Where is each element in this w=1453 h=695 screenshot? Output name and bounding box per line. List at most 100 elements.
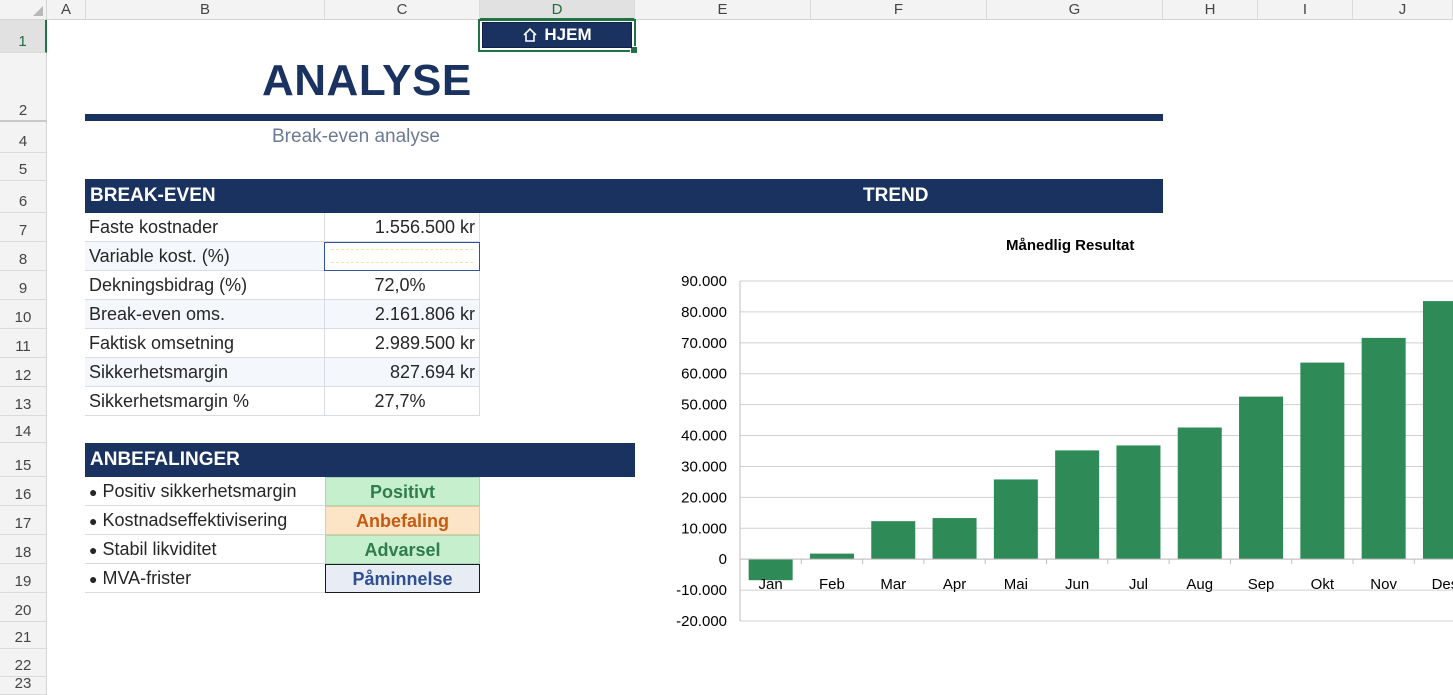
cell-divider [324, 213, 325, 242]
column-header-h[interactable]: H [1163, 0, 1258, 20]
y-tick-label: 90.000 [681, 273, 727, 290]
y-tick-label: 0 [719, 551, 727, 568]
column-header-i[interactable]: I [1258, 0, 1353, 20]
break-even-value: 827.694 kr [389, 362, 475, 382]
x-tick-label: Jun [1065, 576, 1089, 593]
bar-nov [1361, 337, 1406, 560]
page-subtitle: Break-even analyse [272, 126, 440, 147]
break-even-value: 1.556.500 kr [374, 217, 475, 237]
cell-divider [324, 300, 325, 329]
column-header-a[interactable]: A [47, 0, 86, 20]
column-header-g[interactable]: G [987, 0, 1163, 20]
x-tick-label: Sep [1248, 576, 1275, 593]
row-header-20[interactable]: 20 [0, 593, 47, 622]
break-even-row: Dekningsbidrag (%) 72,0% [85, 271, 480, 300]
row-header-9[interactable]: 9 [0, 271, 47, 300]
break-even-label: Sikkerhetsmargin % [89, 391, 250, 411]
column-header-d[interactable]: D [480, 0, 635, 20]
y-tick-label: 70.000 [681, 335, 727, 352]
row-header-2[interactable]: 2 [0, 53, 47, 122]
title-divider [85, 114, 1163, 121]
x-tick-label: Aug [1186, 576, 1213, 593]
column-header-f[interactable]: F [811, 0, 987, 20]
page-title: ANALYSE [262, 56, 472, 105]
x-tick-label: Mar [880, 576, 906, 593]
variable-cost-input-cell[interactable] [324, 242, 480, 271]
row-header-12[interactable]: 12 [0, 358, 47, 387]
bullet-icon: ● [89, 571, 98, 587]
cell-divider [479, 358, 480, 387]
status-badge: Advarsel [325, 535, 480, 564]
bar-jul [1116, 445, 1161, 560]
row-header-6[interactable]: 6 [0, 181, 47, 213]
column-header-j[interactable]: J [1353, 0, 1453, 20]
bar-jan [748, 559, 793, 581]
home-icon [523, 27, 537, 42]
bar-jun [1055, 450, 1100, 560]
home-button-label: HJEM [544, 25, 592, 44]
select-all-corner[interactable] [0, 0, 47, 20]
row-header-4[interactable]: 4 [0, 122, 47, 153]
row-header-21[interactable]: 21 [0, 622, 47, 649]
row-header-22[interactable]: 22 [0, 649, 47, 677]
cell-divider [324, 329, 325, 358]
row-header-11[interactable]: 11 [0, 329, 47, 358]
bullet-icon: ● [89, 542, 98, 558]
break-even-row: Break-even oms. 2.161.806 kr [85, 300, 480, 329]
section-header-bar: BREAK-EVEN TREND [85, 179, 1163, 213]
status-badge: Anbefaling [325, 506, 480, 535]
break-even-label: Variable kost. (%) [89, 246, 230, 266]
hidden-row-marker [0, 120, 47, 122]
recommendation-label: ● Kostnadseffektivisering [89, 510, 287, 531]
row-header-7[interactable]: 7 [0, 213, 47, 242]
recommendation-text: Stabil likviditet [102, 539, 217, 559]
break-even-label: Faste kostnader [89, 217, 219, 237]
x-tick-label: Jan [759, 576, 783, 593]
x-tick-label: Nov [1370, 576, 1397, 593]
break-even-label: Faktisk omsetning [89, 333, 235, 353]
x-tick-label: Apr [943, 576, 966, 593]
cell-divider [479, 213, 480, 242]
column-header-c[interactable]: C [325, 0, 480, 20]
row-header-10[interactable]: 10 [0, 300, 47, 329]
bar-des [1422, 301, 1453, 560]
break-even-value: 2.989.500 kr [374, 333, 475, 353]
row-header-17[interactable]: 17 [0, 506, 47, 535]
monthly-result-chart: -20.000 -10.000 0 10.000 20.000 30.000 40.000 5… [676, 273, 1453, 630]
row-header-14[interactable]: 14 [0, 416, 47, 443]
row-header-8[interactable]: 8 [0, 242, 47, 271]
row-header-19[interactable]: 19 [0, 564, 47, 593]
break-even-value: 27,7% [374, 391, 426, 411]
status-badge: Påminnelse [325, 564, 480, 593]
row-header-23[interactable]: 23 [0, 675, 47, 695]
cell-divider [479, 387, 480, 416]
y-tick-label: 10.000 [681, 520, 727, 537]
recommendation-text: Positiv sikkerhetsmargin [102, 481, 297, 501]
cell-divider [479, 329, 480, 358]
row-header-13[interactable]: 13 [0, 387, 47, 416]
row-header-1[interactable]: 1 [0, 20, 47, 53]
x-tick-label: Des [1432, 576, 1453, 593]
bullet-icon: ● [89, 513, 98, 529]
row-header-16[interactable]: 16 [0, 477, 47, 506]
row-header-15[interactable]: 15 [0, 443, 47, 477]
bar-sep [1239, 396, 1284, 560]
break-even-label: Sikkerhetsmargin [89, 362, 229, 382]
y-tick-label: -10.000 [676, 582, 727, 599]
column-header-e[interactable]: E [635, 0, 811, 20]
row-header-5[interactable]: 5 [0, 153, 47, 181]
bar-mar [871, 521, 916, 560]
bar-feb [809, 553, 854, 560]
break-even-label: Dekningsbidrag (%) [89, 275, 248, 295]
break-even-heading: BREAK-EVEN [90, 185, 216, 206]
cell-divider [479, 271, 480, 300]
recommendation-label: ● Stabil likviditet [89, 539, 217, 560]
home-button[interactable]: HJEM [482, 22, 632, 48]
row-header-18[interactable]: 18 [0, 535, 47, 564]
column-header-b[interactable]: B [86, 0, 325, 20]
recommendation-text: Kostnadseffektivisering [102, 510, 288, 530]
y-tick-label: -20.000 [676, 613, 727, 630]
bar-mai [993, 479, 1038, 560]
break-even-row: Sikkerhetsmargin % 27,7% [85, 387, 480, 416]
recommendation-text: MVA-frister [102, 568, 192, 588]
